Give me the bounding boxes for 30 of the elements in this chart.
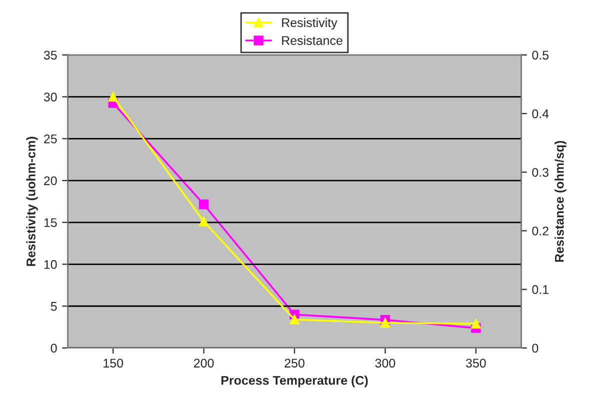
- y2-tick-label: 0.1: [532, 285, 548, 294]
- y-tick-label: 15: [44, 218, 57, 228]
- point: [471, 318, 481, 329]
- point: [108, 92, 118, 102]
- y-axis-title: Resistivity (uohm-cm): [26, 136, 38, 266]
- y2-tick-label: 0.4: [532, 109, 549, 118]
- y-tick-label: 20: [44, 176, 57, 186]
- point: [198, 216, 209, 226]
- y2-tick-label: 0.2: [532, 226, 548, 236]
- y-tick-label: 25: [44, 134, 57, 144]
- y-tick-label: 35: [44, 50, 57, 60]
- y-tick-label: 5: [50, 302, 57, 311]
- y-tick-label: 10: [44, 260, 57, 269]
- point: [290, 314, 300, 324]
- legend-label: Resistivity: [282, 18, 338, 30]
- y2-tick-label: 0.3: [532, 168, 549, 177]
- y-tick-label: 30: [44, 92, 57, 102]
- legend-label: Resistance: [282, 36, 342, 45]
- x-tick-label: 200: [194, 358, 214, 368]
- point: [380, 318, 390, 328]
- y2-axis-title: Resistance (ohm/sq): [554, 140, 566, 262]
- x-tick-label: 300: [375, 358, 396, 368]
- y2-tick-label: 0.5: [532, 50, 549, 60]
- y2-tick-label: 0: [532, 344, 538, 353]
- y-tick-label: 0: [50, 344, 57, 353]
- point: [198, 200, 209, 210]
- x-axis-title: Process Temperature (C): [221, 376, 368, 388]
- x-tick-label: 250: [284, 358, 304, 368]
- x-tick-label: 350: [466, 358, 486, 368]
- x-tick-label: 150: [104, 358, 124, 368]
